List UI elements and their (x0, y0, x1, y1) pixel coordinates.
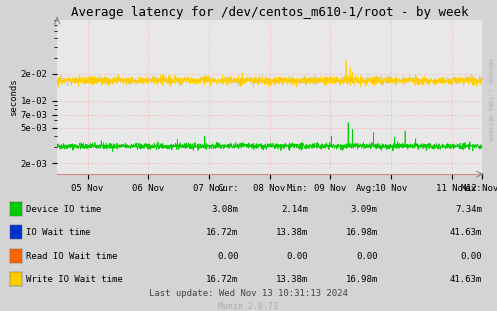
Text: 2.14m: 2.14m (281, 205, 308, 214)
Text: 16.98m: 16.98m (345, 229, 378, 237)
Text: Read IO Wait time: Read IO Wait time (26, 252, 117, 261)
Text: 16.72m: 16.72m (206, 275, 239, 284)
Text: RRDTOOL / TOBI OETIKER: RRDTOOL / TOBI OETIKER (487, 58, 492, 141)
Text: Device IO time: Device IO time (26, 205, 101, 214)
Text: 13.38m: 13.38m (276, 229, 308, 237)
Text: 3.08m: 3.08m (212, 205, 239, 214)
Text: Min:: Min: (287, 184, 308, 193)
Text: 41.63m: 41.63m (450, 275, 482, 284)
Text: 13.38m: 13.38m (276, 275, 308, 284)
Text: 0.00: 0.00 (287, 252, 308, 261)
Text: Write IO Wait time: Write IO Wait time (26, 275, 123, 284)
Text: 3.09m: 3.09m (351, 205, 378, 214)
Y-axis label: seconds: seconds (9, 78, 18, 116)
Title: Average latency for /dev/centos_m610-1/root - by week: Average latency for /dev/centos_m610-1/r… (71, 6, 468, 19)
Text: 7.34m: 7.34m (455, 205, 482, 214)
Text: Last update: Wed Nov 13 10:31:13 2024: Last update: Wed Nov 13 10:31:13 2024 (149, 290, 348, 298)
Text: 16.98m: 16.98m (345, 275, 378, 284)
Text: Avg:: Avg: (356, 184, 378, 193)
Text: Cur:: Cur: (217, 184, 239, 193)
Text: 41.63m: 41.63m (450, 229, 482, 237)
Text: 0.00: 0.00 (356, 252, 378, 261)
Text: Munin 2.0.73: Munin 2.0.73 (219, 302, 278, 311)
Text: 0.00: 0.00 (217, 252, 239, 261)
Text: 0.00: 0.00 (461, 252, 482, 261)
Text: 16.72m: 16.72m (206, 229, 239, 237)
Text: Max:: Max: (461, 184, 482, 193)
Text: IO Wait time: IO Wait time (26, 229, 90, 237)
